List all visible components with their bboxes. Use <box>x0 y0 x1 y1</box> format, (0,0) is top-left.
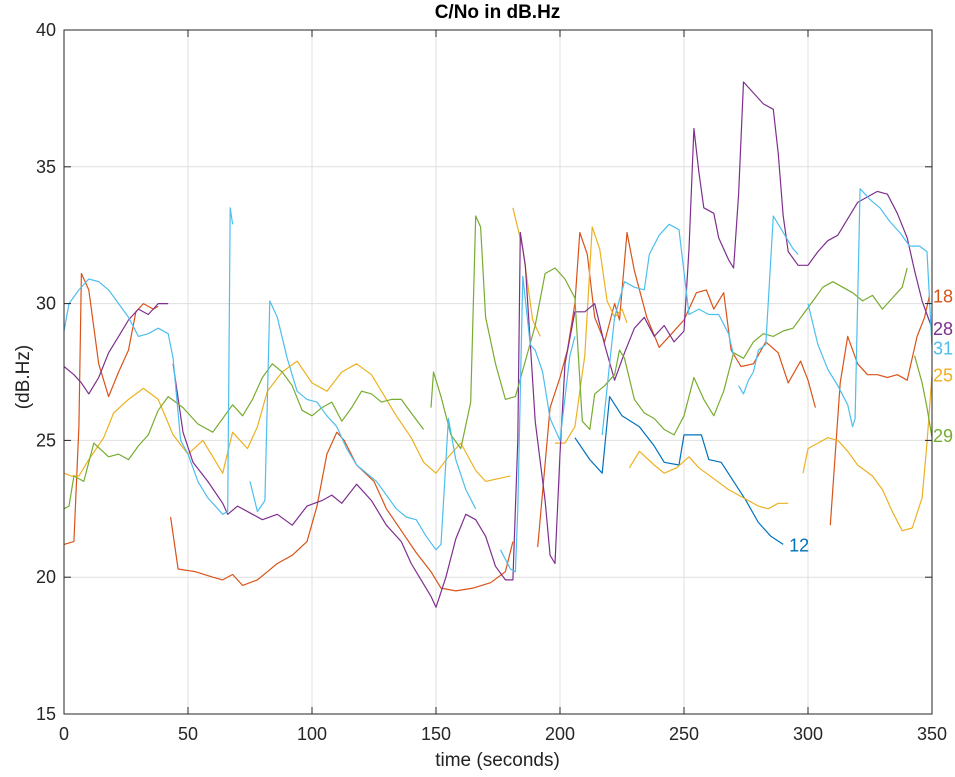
y-tick-label: 15 <box>36 704 56 724</box>
x-tick-label: 200 <box>545 724 575 744</box>
series-label-29: 29 <box>933 426 953 446</box>
series-line-29 <box>63 363 425 510</box>
series-line-25 <box>512 207 541 337</box>
series-label-28: 28 <box>933 319 953 339</box>
x-tick-label: 250 <box>669 724 699 744</box>
x-tick-label: 150 <box>421 724 451 744</box>
series-line-25 <box>63 360 511 482</box>
y-tick-label: 25 <box>36 430 56 450</box>
x-tick-label: 100 <box>297 724 327 744</box>
axis-ticks: 0 50 100 150 200 250 300 350 15 20 25 30 35 40 <box>36 20 947 744</box>
chart-title: C/No in dB.Hz <box>434 2 561 23</box>
series-line-31 <box>601 223 735 435</box>
x-tick-label: 50 <box>178 724 198 744</box>
x-tick-label: 300 <box>793 724 823 744</box>
series-line-31 <box>499 275 576 573</box>
series-label-18: 18 <box>933 286 953 306</box>
y-tick-label: 35 <box>36 157 56 177</box>
series-line-18 <box>63 272 159 545</box>
y-tick-label: 40 <box>36 20 56 40</box>
series-line-25 <box>628 450 789 510</box>
series-line-28 <box>63 303 169 395</box>
series-line-12 <box>574 396 784 545</box>
series-line-18 <box>537 231 816 548</box>
series-group <box>63 81 933 608</box>
x-axis-label: time (seconds) <box>435 750 560 771</box>
series-label-25: 25 <box>933 366 953 386</box>
series-line-18 <box>829 295 931 526</box>
series-line-31 <box>807 188 933 428</box>
series-line-31 <box>63 207 234 515</box>
y-tick-label: 20 <box>36 567 56 587</box>
series-line-18 <box>170 431 514 592</box>
x-tick-label: 350 <box>917 724 947 744</box>
y-tick-label: 30 <box>36 294 56 314</box>
series-line-31 <box>738 215 799 395</box>
x-tick-label: 0 <box>59 724 69 744</box>
series-line-28 <box>172 81 933 608</box>
series-line-29 <box>914 355 933 438</box>
series-line-29 <box>430 215 908 450</box>
series-label-12: 12 <box>789 535 809 555</box>
series-line-25 <box>555 226 628 444</box>
series-line-25 <box>802 374 933 532</box>
plot-frame <box>63 29 933 715</box>
series-line-31 <box>249 300 477 551</box>
series-label-31: 31 <box>933 338 953 358</box>
